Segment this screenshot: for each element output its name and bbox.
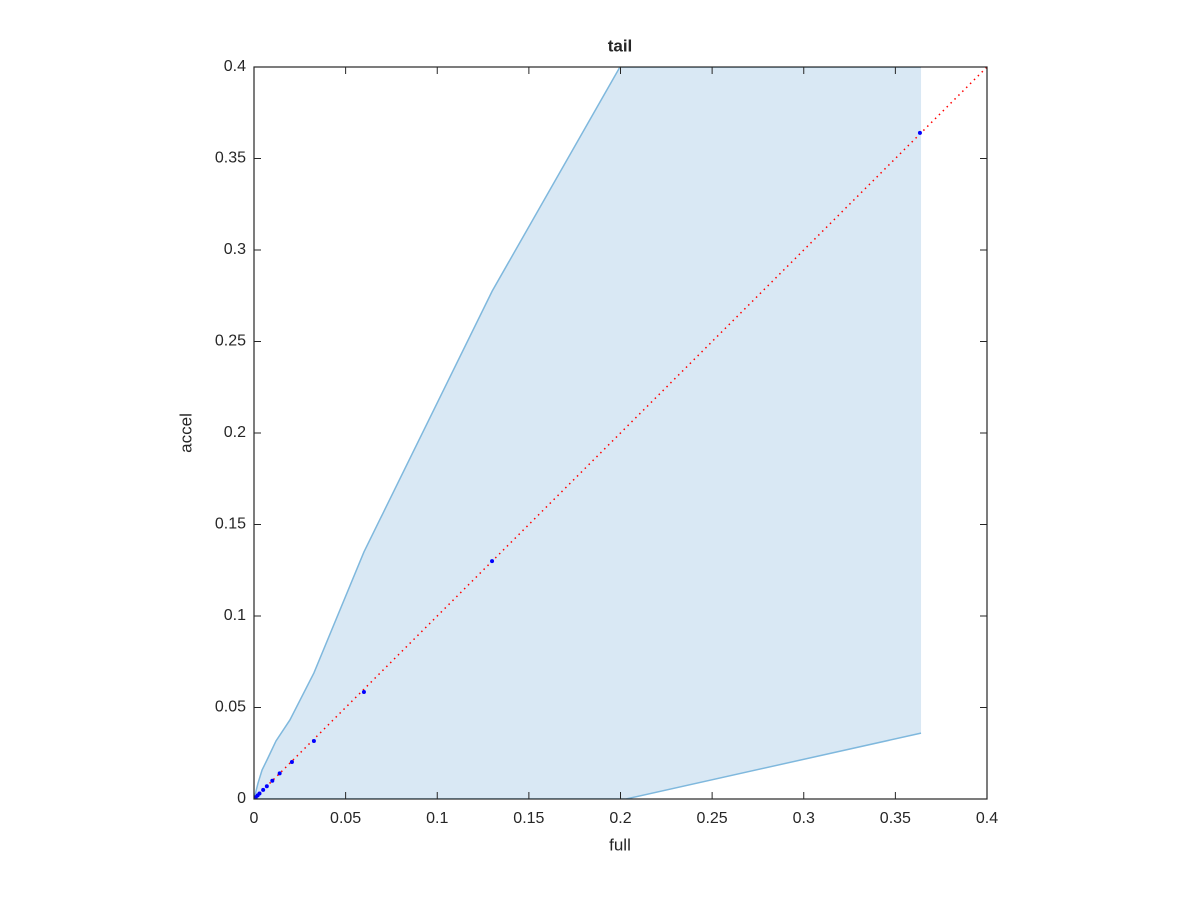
y-tick-label: 0.2 (224, 424, 246, 441)
y-axis-label: accel (176, 413, 195, 453)
chart-title: tail (608, 36, 633, 55)
y-tick-label: 0.25 (215, 333, 246, 350)
y-tick-label: 0 (237, 790, 246, 807)
y-tick-label: 0.3 (224, 241, 246, 258)
y-tick-label: 0.35 (215, 150, 246, 167)
x-tick-label: 0.4 (976, 810, 998, 827)
axes: 0 0.05 0.1 0.15 0.2 0.25 0.3 0.35 0.4 0 0.05 0.1 0.1… (215, 58, 998, 827)
point (261, 787, 266, 792)
point (311, 738, 316, 743)
x-axis-label: full (609, 835, 631, 854)
point (270, 778, 275, 783)
y-tick-label: 0.4 (224, 58, 246, 75)
x-tick-label: 0.1 (426, 810, 448, 827)
band-upper-line (254, 67, 922, 799)
point (361, 689, 366, 694)
x-tick-label: 0.3 (793, 810, 815, 827)
y-tick-label: 0.05 (215, 699, 246, 716)
point (289, 760, 294, 765)
y-tick-label: 0.1 (224, 607, 246, 624)
x-tick-label: 0.25 (697, 810, 728, 827)
point (277, 771, 282, 776)
plot-area (254, 67, 987, 799)
x-tick-label: 0.05 (330, 810, 361, 827)
y-tick-label: 0.15 (215, 516, 246, 533)
x-tick-label: 0.35 (880, 810, 911, 827)
point (257, 791, 262, 796)
x-tick-label: 0.2 (609, 810, 631, 827)
point (264, 784, 269, 789)
point (917, 130, 922, 135)
x-tick-label: 0.15 (513, 810, 544, 827)
reference-line (254, 67, 987, 799)
band-area (254, 67, 922, 799)
x-tick-label: 0 (250, 810, 259, 827)
point (490, 559, 495, 564)
